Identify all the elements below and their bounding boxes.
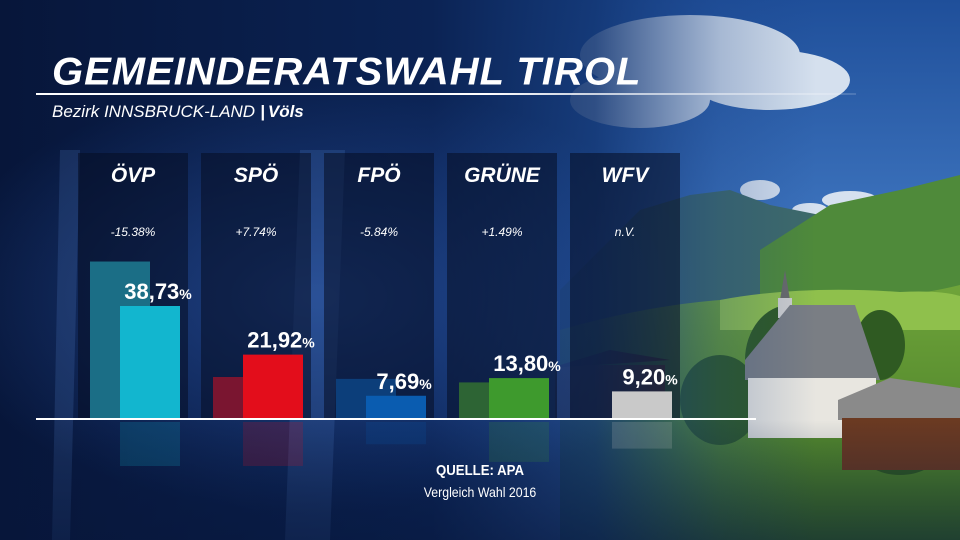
- change-label-gruene: +1.49%: [481, 225, 522, 239]
- bar-reflections: [120, 422, 672, 466]
- party-column-gruene: [447, 153, 557, 418]
- bar-reflection-oevp: [120, 422, 180, 466]
- value-label-wfv: 9,20%: [622, 364, 678, 389]
- party-column-fpoe: [324, 153, 434, 418]
- bar-reflection-gruene: [489, 422, 549, 462]
- party-label-spoe: SPÖ: [234, 164, 278, 187]
- bar-gruene: [489, 378, 549, 418]
- bar-spoe: [243, 354, 303, 418]
- bar-reflection-wfv: [612, 422, 672, 449]
- source-label: QUELLE: APA: [436, 462, 524, 479]
- value-label-gruene: 13,80%: [493, 351, 561, 376]
- change-label-oevp: -15.38%: [111, 225, 156, 239]
- subtitle-separator: |: [260, 102, 265, 121]
- value-label-spoe: 21,92%: [247, 328, 315, 353]
- party-label-oevp: ÖVP: [111, 164, 156, 187]
- change-label-wfv: n.V.: [615, 225, 635, 239]
- chart-subtitle: Bezirk INNSBRUCK-LAND | Völs: [52, 102, 304, 122]
- bar-oevp: [120, 306, 180, 418]
- title-underline: [36, 93, 856, 95]
- party-label-wfv: WFV: [602, 164, 651, 187]
- comparison-note: Vergleich Wahl 2016: [423, 484, 537, 500]
- subtitle-district: Bezirk INNSBRUCK-LAND: [52, 102, 256, 121]
- chart-baseline: [36, 418, 756, 420]
- party-column-wfv: [570, 153, 680, 418]
- party-label-fpoe: FPÖ: [357, 164, 400, 187]
- value-label-fpoe: 7,69%: [376, 369, 432, 394]
- subtitle-place: Völs: [267, 102, 304, 121]
- bar-wfv: [612, 391, 672, 418]
- party-label-gruene: GRÜNE: [464, 164, 541, 187]
- change-label-spoe: +7.74%: [235, 225, 276, 239]
- chart-title: GEMEINDERATSWAHL TIROL: [52, 50, 642, 94]
- bar-reflection-spoe: [243, 422, 303, 466]
- bar-fpoe: [366, 395, 426, 418]
- value-label-oevp: 38,73%: [124, 279, 192, 304]
- change-label-fpoe: -5.84%: [360, 225, 398, 239]
- bar-reflection-fpoe: [366, 422, 426, 445]
